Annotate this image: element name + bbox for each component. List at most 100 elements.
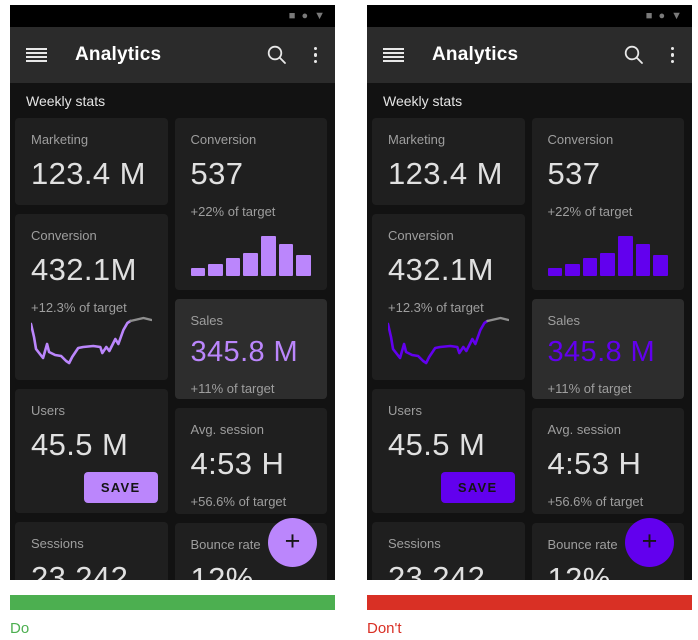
card-value: 23,242 — [31, 560, 129, 580]
card-value: 345.8 M — [547, 336, 656, 368]
card-conversion-line: Conversion 432.1M +12.3% of target — [15, 214, 168, 380]
line-sparkline — [31, 316, 152, 366]
card-value: 123.4 M — [388, 156, 503, 191]
card-delta: +56.6% of target — [190, 494, 287, 509]
card-label: Conversion — [388, 228, 454, 243]
bar-sparkline — [547, 236, 669, 276]
card-label: Sales — [190, 313, 224, 328]
card-value: 23,242 — [388, 560, 486, 580]
bar-segment — [243, 253, 259, 276]
card-conversion-line: Conversion 432.1M +12.3% of target — [372, 214, 525, 380]
card-marketing: Marketing 123.4 M — [15, 118, 168, 205]
bar-segment — [278, 244, 294, 276]
overflow-menu-icon[interactable] — [312, 45, 320, 66]
card-value: 4:53 H — [547, 446, 642, 481]
card-column-right: Conversion 537 +22% of target Sales 345.… — [174, 118, 327, 580]
bar-segment — [296, 254, 311, 276]
triangle-status-icon: ▼ — [314, 9, 325, 22]
card-delta: +22% of target — [190, 204, 276, 219]
fab-add-button[interactable]: + — [268, 518, 317, 567]
card-avg-session: Avg. session 4:53 H +56.6% of target — [531, 408, 684, 514]
card-value: 432.1M — [31, 252, 137, 287]
overflow-menu-icon[interactable] — [669, 45, 677, 66]
app-bar: Analytics — [367, 27, 692, 83]
card-column-left: Marketing 123.4 M Conversion 432.1M +12.… — [372, 118, 525, 580]
card-value: 12% — [190, 561, 254, 580]
bar-segment — [190, 268, 206, 276]
plus-icon: + — [284, 526, 301, 556]
card-sessions: Sessions 23,242 — [372, 522, 525, 580]
app-title: Analytics — [75, 44, 162, 65]
card-sales: Sales 345.8 M +11% of target — [531, 299, 684, 399]
card-label: Users — [388, 403, 422, 418]
app-title: Analytics — [432, 44, 519, 65]
dont-bar — [367, 595, 692, 610]
bar-segment — [261, 236, 276, 276]
card-conversion-bar: Conversion 537 +22% of target — [531, 118, 684, 290]
card-label: Sales — [547, 313, 581, 328]
menu-icon[interactable] — [26, 48, 47, 62]
app-bar: Analytics — [10, 27, 335, 83]
card-value: 537 — [190, 156, 244, 191]
card-sales: Sales 345.8 M +11% of target — [174, 299, 327, 399]
card-delta: +12.3% of target — [31, 300, 127, 315]
bar-segment — [582, 258, 598, 276]
card-delta: +11% of target — [547, 381, 632, 396]
appbar-actions — [623, 44, 677, 66]
panel-do: ■ ● ▼ Analytics Weekly stats Marketin — [10, 5, 335, 637]
do-bar — [10, 595, 335, 610]
card-column-right: Conversion 537 +22% of target Sales 345.… — [531, 118, 684, 580]
card-value: 45.5 M — [31, 427, 129, 462]
circle-status-icon: ● — [301, 9, 309, 22]
bar-segment — [547, 268, 563, 276]
plus-icon: + — [641, 526, 658, 556]
search-icon[interactable] — [266, 44, 288, 66]
card-value: 537 — [547, 156, 601, 191]
status-bar: ■ ● ▼ — [10, 5, 335, 27]
line-sparkline — [388, 316, 509, 366]
bar-segment — [635, 244, 651, 276]
triangle-status-icon: ▼ — [671, 9, 682, 22]
section-title: Weekly stats — [26, 93, 106, 109]
card-delta: +11% of target — [190, 381, 275, 396]
card-value: 123.4 M — [31, 156, 146, 191]
square-status-icon: ■ — [645, 9, 653, 22]
card-value: 45.5 M — [388, 427, 486, 462]
card-value: 345.8 M — [190, 336, 299, 368]
card-delta: +56.6% of target — [547, 494, 644, 509]
bar-segment — [208, 264, 223, 276]
bar-segment — [225, 258, 241, 276]
do-label: Do — [10, 620, 30, 637]
card-column-left: Marketing 123.4 M Conversion 432.1M +12.… — [15, 118, 168, 580]
save-button[interactable]: SAVE — [440, 472, 515, 503]
circle-status-icon: ● — [658, 9, 666, 22]
card-grid: Marketing 123.4 M Conversion 432.1M +12.… — [10, 118, 335, 580]
card-label: Conversion — [31, 228, 97, 243]
card-label: Conversion — [547, 132, 614, 147]
card-label: Avg. session — [190, 422, 264, 437]
bar-segment — [600, 253, 616, 276]
phone-mockup-dont: ■ ● ▼ Analytics Weekly stats Marketin — [367, 5, 692, 580]
status-bar: ■ ● ▼ — [367, 5, 692, 27]
search-icon[interactable] — [623, 44, 645, 66]
bar-sparkline — [190, 236, 312, 276]
panel-dont: ■ ● ▼ Analytics Weekly stats Marketin — [367, 5, 692, 637]
card-label: Marketing — [388, 132, 446, 147]
card-label: Bounce rate — [547, 537, 618, 552]
save-button[interactable]: SAVE — [83, 472, 158, 503]
fab-add-button[interactable]: + — [625, 518, 674, 567]
card-label: Avg. session — [547, 422, 621, 437]
card-label: Sessions — [388, 536, 441, 551]
menu-icon[interactable] — [383, 48, 404, 62]
square-status-icon: ■ — [288, 9, 296, 22]
card-conversion-bar: Conversion 537 +22% of target — [174, 118, 327, 290]
card-sessions: Sessions 23,242 — [15, 522, 168, 580]
card-value: 432.1M — [388, 252, 494, 287]
card-label: Sessions — [31, 536, 84, 551]
card-marketing: Marketing 123.4 M — [372, 118, 525, 205]
card-users: Users 45.5 M SAVE — [15, 389, 168, 513]
bar-segment — [653, 254, 668, 276]
card-avg-session: Avg. session 4:53 H +56.6% of target — [174, 408, 327, 514]
card-users: Users 45.5 M SAVE — [372, 389, 525, 513]
